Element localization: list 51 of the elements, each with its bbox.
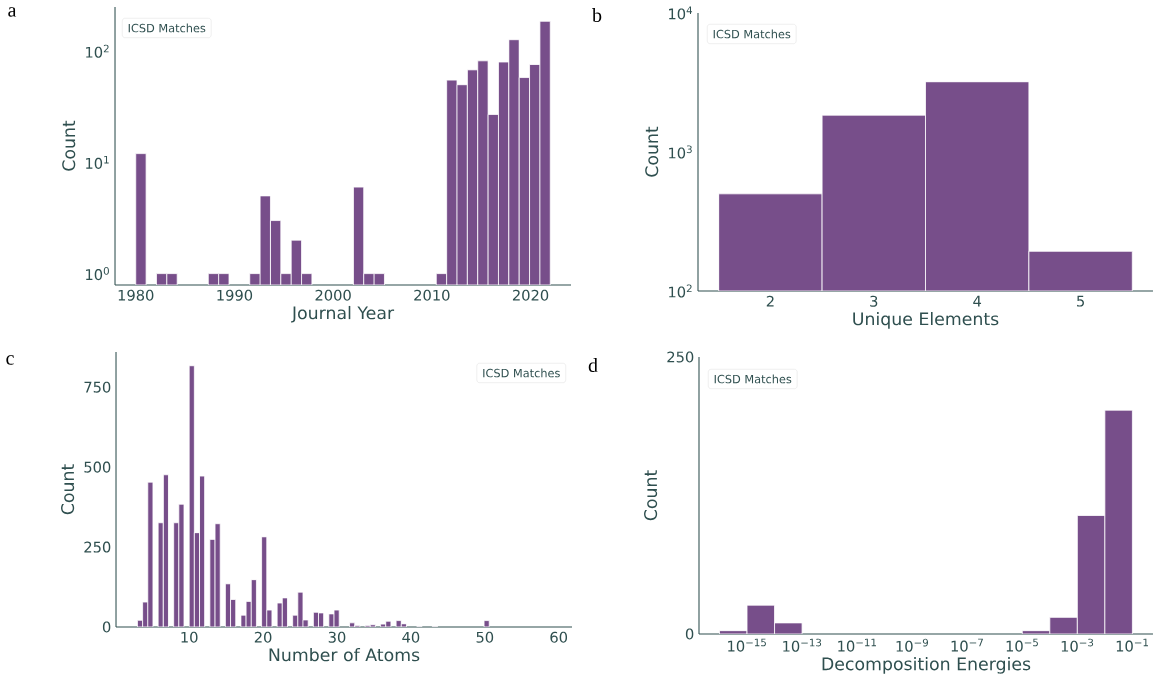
x-tick-label: 4 bbox=[973, 295, 982, 307]
x-tick-label: 2020 bbox=[512, 289, 549, 301]
y-tick-label: 10$^{2}$ bbox=[669, 284, 692, 298]
y-tick-label: 10$^{3}$ bbox=[669, 145, 692, 159]
x-tick-label: 10$^{−5}$ bbox=[1006, 638, 1038, 652]
text: b bbox=[592, 7, 602, 23]
y-tick-label: 0 bbox=[685, 628, 694, 640]
x-tick-label: 3 bbox=[870, 295, 878, 307]
x-axis-title: Journal Year bbox=[291, 305, 395, 323]
x-tick-label: 10$^{−3}$ bbox=[1061, 638, 1094, 652]
y-tick-label: 10$^{2}$ bbox=[86, 44, 109, 58]
x-tick-label: 2 bbox=[766, 295, 774, 307]
legend-title: ICSD Matches bbox=[713, 29, 791, 39]
x-tick-label: 20 bbox=[254, 631, 272, 643]
x-tick-label: 1980 bbox=[118, 289, 154, 301]
x-tick-label: 30 bbox=[328, 631, 346, 643]
y-axis-title: Count bbox=[645, 126, 659, 177]
x-tick-label: 10$^{−7}$ bbox=[951, 638, 983, 652]
x-axis-title: Unique Elements bbox=[853, 311, 999, 329]
x-tick-label: 10$^{−9}$ bbox=[896, 638, 929, 652]
x-tick-label: 1990 bbox=[217, 289, 253, 301]
legend-title: ICSD Matches bbox=[714, 374, 792, 384]
y-axis-title: Count bbox=[644, 470, 658, 521]
y-tick-label: 10$^{4}$ bbox=[669, 6, 693, 20]
text: a bbox=[8, 7, 17, 17]
x-tick-label: 60 bbox=[550, 631, 568, 643]
text: c bbox=[6, 355, 14, 365]
x-axis-title: Decomposition Energies bbox=[822, 656, 1031, 674]
y-tick-label: 250 bbox=[84, 541, 111, 553]
y-tick-label: 750 bbox=[84, 381, 111, 393]
y-tick-label: 10$^{1}$ bbox=[86, 155, 109, 169]
x-tick-label: 2000 bbox=[315, 289, 351, 301]
x-tick-label: 10$^{−1}$ bbox=[1116, 638, 1149, 652]
legend-title: ICSD Matches bbox=[128, 23, 206, 33]
y-tick-label: 0 bbox=[102, 621, 111, 633]
y-tick-label: 10$^{0}$ bbox=[86, 267, 109, 281]
x-tick-label: 10$^{−15}$ bbox=[728, 638, 766, 652]
y-axis-title: Count bbox=[62, 120, 76, 171]
x-tick-label: 10$^{−13}$ bbox=[783, 638, 822, 652]
x-tick-label: 40 bbox=[402, 631, 420, 643]
text: d bbox=[588, 357, 598, 373]
y-tick-label: 250 bbox=[667, 351, 694, 363]
y-tick-label: 500 bbox=[84, 461, 111, 473]
x-tick-label: 50 bbox=[476, 631, 494, 643]
y-axis-title: Count bbox=[61, 464, 75, 515]
x-tick-label: 2010 bbox=[414, 289, 450, 301]
x-tick-label: 5 bbox=[1077, 295, 1084, 307]
x-tick-label: 10$^{−11}$ bbox=[838, 638, 877, 652]
legend-title: ICSD Matches bbox=[483, 368, 560, 378]
x-tick-label: 10 bbox=[181, 631, 198, 643]
x-axis-title: Number of Atoms bbox=[269, 647, 420, 662]
